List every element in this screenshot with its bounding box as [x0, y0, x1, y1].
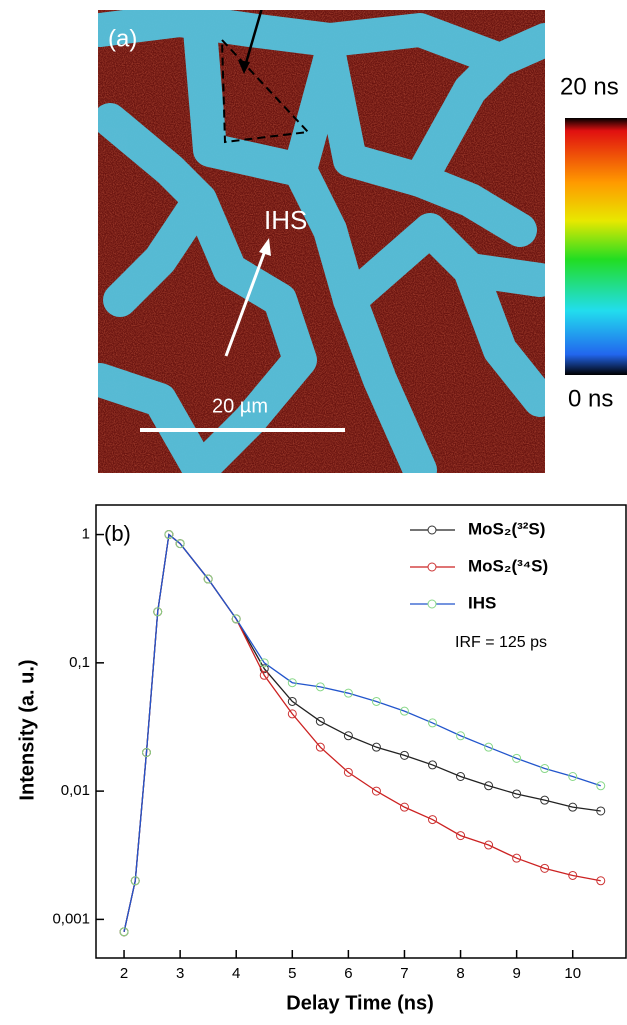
legend-label: MoS₂(³²S): [468, 519, 545, 538]
annotation: IRF = 125 ps: [455, 634, 547, 651]
data-point: [399, 706, 409, 716]
data-point: [456, 731, 466, 741]
data-point: [343, 688, 353, 698]
data-point: [371, 696, 381, 706]
x-tick-label: 9: [512, 965, 520, 982]
panel-label: (a): [108, 25, 137, 52]
data-point: [568, 802, 578, 812]
data-point: [596, 806, 606, 816]
data-point: [399, 802, 409, 812]
data-point: [456, 771, 466, 781]
data-point: [540, 795, 550, 805]
legend-marker: [427, 562, 437, 572]
data-point: [141, 747, 151, 757]
y-tick-label: 0,01: [61, 782, 90, 799]
data-point: [315, 742, 325, 752]
colorbar: [565, 118, 627, 375]
legend-marker: [427, 525, 437, 535]
data-point: [343, 731, 353, 741]
x-tick-label: 3: [176, 965, 184, 982]
colorbar-max: 20 ns: [560, 73, 619, 100]
colorbar-min: 0 ns: [568, 385, 613, 412]
data-point: [164, 530, 174, 540]
data-point: [512, 789, 522, 799]
data-point: [315, 682, 325, 692]
data-point: [484, 742, 494, 752]
legend-label: MoS₂(³⁴S): [468, 556, 548, 575]
x-tick-label: 5: [288, 965, 296, 982]
data-point: [428, 760, 438, 770]
x-tick-label: 10: [564, 965, 581, 982]
series-line: [123, 533, 601, 932]
x-tick-label: 8: [456, 965, 464, 982]
x-tick-label: 4: [232, 965, 240, 982]
data-point: [371, 786, 381, 796]
legend-marker: [427, 599, 437, 609]
data-point: [568, 771, 578, 781]
y-tick-label: 1: [82, 526, 90, 543]
x-axis-label: Delay Time (ns): [286, 992, 433, 1014]
x-tick-label: 6: [344, 965, 352, 982]
data-point: [315, 716, 325, 726]
data-point: [428, 718, 438, 728]
data-point: [343, 767, 353, 777]
data-point: [259, 664, 269, 674]
panel-label: (b): [104, 521, 131, 546]
data-point: [287, 696, 297, 706]
scale-bar-label: 20 µm: [212, 395, 268, 417]
data-point: [484, 781, 494, 791]
data-point: [287, 678, 297, 688]
data-point: [456, 831, 466, 841]
data-point: [399, 750, 409, 760]
data-point: [153, 607, 163, 617]
data-point: [540, 764, 550, 774]
data-point: [596, 876, 606, 886]
x-tick-label: 7: [400, 965, 408, 982]
data-point: [231, 614, 241, 624]
data-point: [287, 709, 297, 719]
data-point: [175, 539, 185, 549]
x-tick-label: 2: [120, 965, 128, 982]
data-point: [596, 781, 606, 791]
data-point: [568, 870, 578, 880]
data-point: [259, 658, 269, 668]
y-axis-label: Intensity (a. u.): [16, 659, 38, 800]
data-point: [484, 840, 494, 850]
data-point: [512, 853, 522, 863]
series-line: [123, 533, 601, 932]
legend-label: IHS: [468, 593, 496, 612]
data-point: [512, 753, 522, 763]
y-tick-label: 0,001: [52, 910, 90, 927]
data-point: [540, 863, 550, 873]
data-point: [371, 742, 381, 752]
y-tick-label: 0,1: [69, 654, 90, 671]
data-point: [428, 815, 438, 825]
data-point: [203, 574, 213, 584]
data-point: [130, 876, 140, 886]
plot-frame: [95, 504, 627, 959]
series-line: [123, 533, 601, 932]
flim-image: [98, 10, 545, 473]
data-point: [259, 670, 269, 680]
annotation: IHS: [264, 205, 307, 235]
data-point: [119, 927, 129, 937]
